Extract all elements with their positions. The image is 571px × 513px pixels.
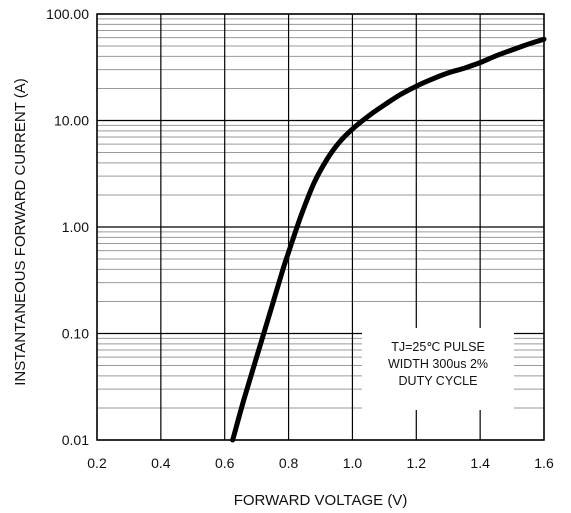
data-point — [325, 158, 328, 161]
annotation-line-3: DUTY CYCLE — [399, 374, 478, 388]
minor-grid — [97, 18, 544, 409]
data-point — [281, 270, 284, 273]
data-point — [242, 398, 245, 401]
data-point — [399, 93, 402, 96]
data-point — [287, 251, 290, 254]
x-axis-title: FORWARD VOLTAGE (V) — [234, 492, 408, 509]
x-tick-label: 0.4 — [151, 455, 171, 471]
data-point — [479, 61, 482, 64]
y-tick-label: 1.00 — [62, 219, 89, 235]
x-tick-labels: 0.2 0.4 0.6 0.8 1.0 1.2 1.4 1.6 — [87, 455, 554, 471]
data-point — [338, 140, 341, 143]
x-tick-label: 0.6 — [215, 455, 235, 471]
data-point — [463, 67, 466, 70]
x-tick-label: 1.6 — [534, 455, 554, 471]
data-point — [231, 439, 234, 442]
y-tick-labels: 0.01 0.10 1.00 10.00 100.00 — [46, 6, 89, 448]
series-line — [230, 36, 547, 443]
data-point — [255, 356, 258, 359]
annotation-line-2: WIDTH 300us 2% — [388, 357, 488, 371]
data-point — [383, 103, 386, 106]
data-point — [511, 48, 514, 51]
data-point — [300, 213, 303, 216]
x-tick-label: 0.2 — [87, 455, 107, 471]
data-point — [431, 78, 434, 81]
x-tick-label: 0.8 — [279, 455, 299, 471]
y-tick-label: 100.00 — [46, 6, 89, 22]
annotation-box: TJ=25℃ PULSE WIDTH 300us 2% DUTY CYCLE — [362, 328, 514, 410]
y-tick-label: 0.10 — [62, 326, 89, 342]
y-tick-label: 0.01 — [62, 432, 89, 448]
x-tick-label: 1.2 — [407, 455, 427, 471]
x-tick-label: 1.0 — [343, 455, 363, 471]
x-tick-label: 1.4 — [470, 455, 490, 471]
data-point — [415, 85, 418, 88]
plot-frame — [96, 13, 545, 441]
data-point — [268, 313, 271, 316]
annotation-line-1: TJ=25℃ PULSE — [391, 340, 485, 354]
y-axis-title: INSTANTANEOUS FORWARD CURRENT (A) — [12, 78, 29, 386]
y-tick-label: 10.00 — [54, 113, 89, 129]
annotation-background — [362, 328, 514, 410]
data-point — [543, 38, 546, 41]
data-point — [447, 71, 450, 74]
data-point — [527, 43, 530, 46]
data-point — [367, 115, 370, 118]
data-point — [351, 128, 354, 131]
data-point — [495, 54, 498, 57]
data-point — [313, 181, 316, 184]
